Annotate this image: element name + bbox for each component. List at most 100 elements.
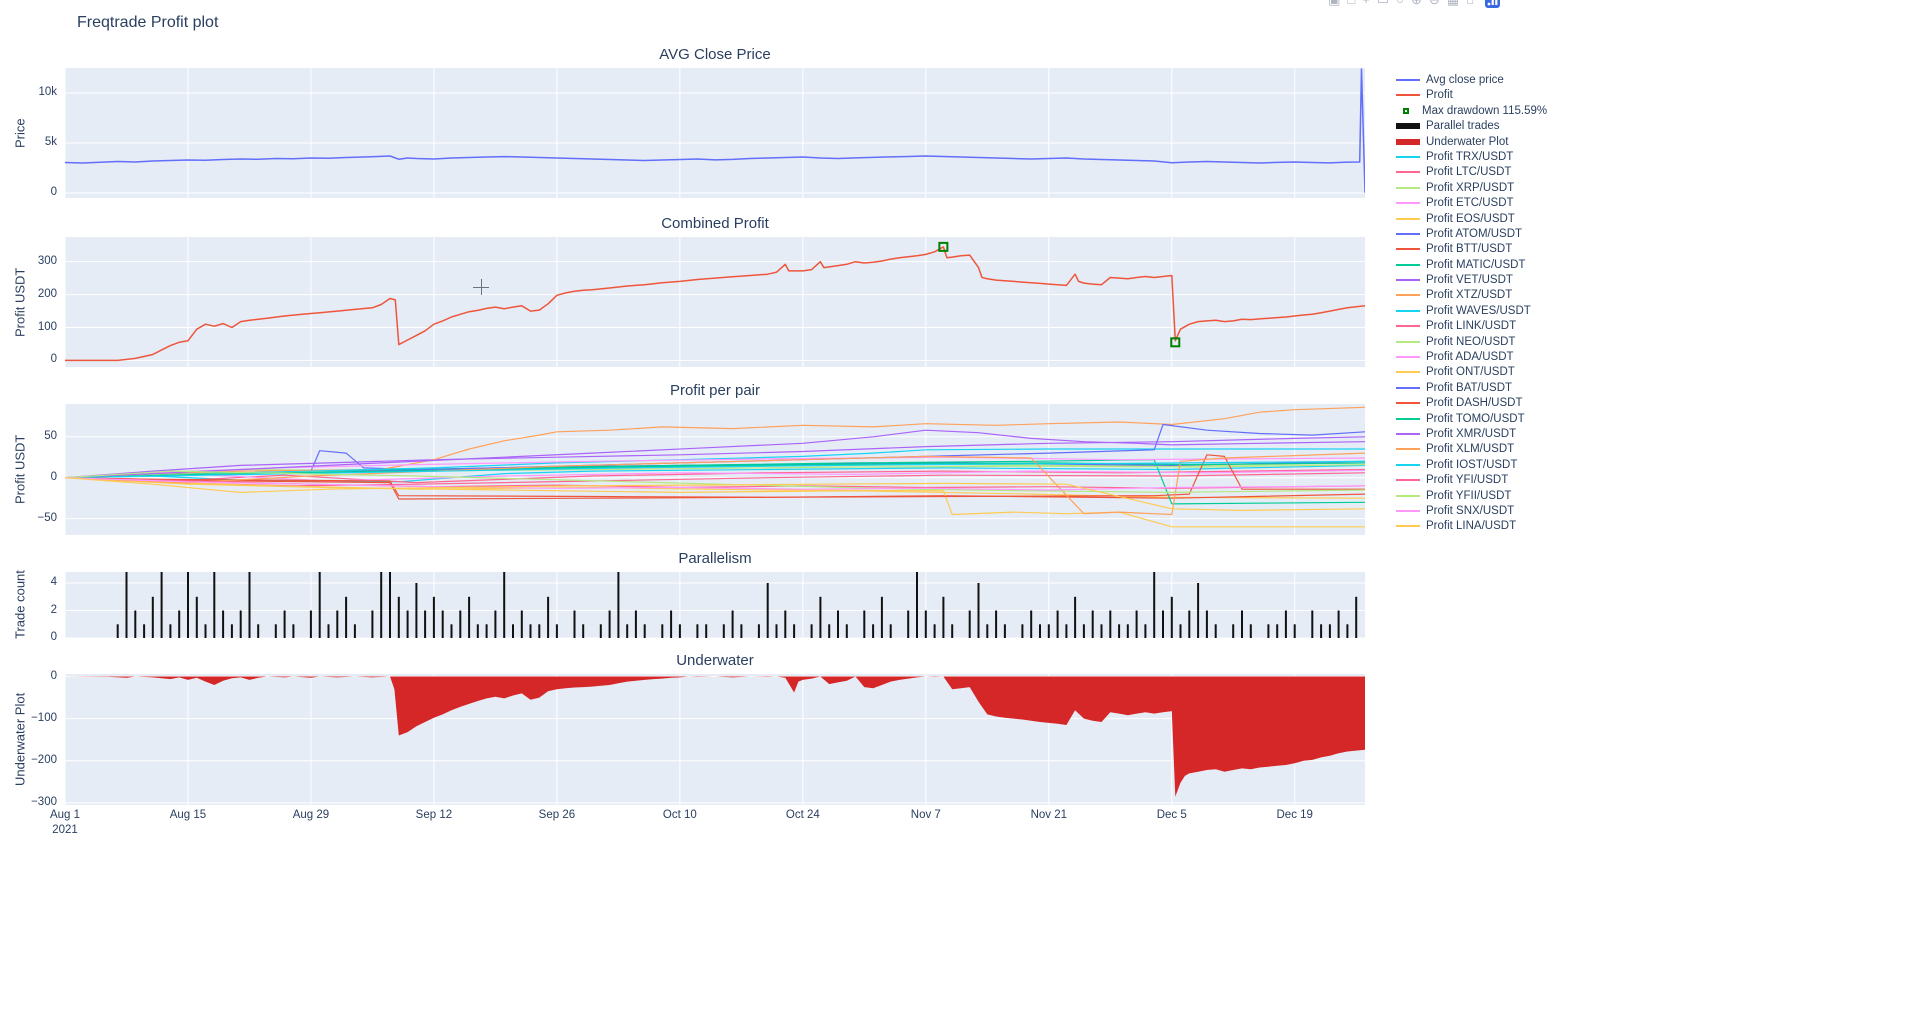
legend-item[interactable]: Profit XRP/USDT xyxy=(1396,182,1547,194)
x-tick-label: Aug 15 xyxy=(169,809,207,821)
legend-label: Underwater Plot xyxy=(1426,135,1509,148)
y-tick-label: 0 xyxy=(50,186,57,198)
zoom-out-icon[interactable]: ⊖ xyxy=(1429,0,1440,9)
legend-line-swatch-icon xyxy=(1396,217,1420,220)
zoom-icon[interactable]: □ xyxy=(1347,0,1355,9)
autoscale-icon[interactable]: ▦ xyxy=(1447,0,1459,9)
box-select-icon[interactable]: ▭ xyxy=(1377,0,1389,9)
zoom-in-icon[interactable]: ⊕ xyxy=(1411,0,1422,9)
legend-label: Profit VET/USDT xyxy=(1426,274,1513,287)
y-tick-label: −300 xyxy=(31,795,57,808)
legend-line-swatch-icon xyxy=(1396,417,1420,420)
y-tick-label: 10k xyxy=(38,86,57,98)
legend-item[interactable]: Underwater Plot xyxy=(1396,136,1547,148)
legend-line-swatch-icon xyxy=(1396,371,1420,374)
legend-label: Profit YFII/USDT xyxy=(1426,489,1512,502)
plotly-modebar: ▣ □ + ▭ ○ ⊕ ⊖ ▦ ⌂ xyxy=(1328,0,1500,9)
legend-label: Profit MATIC/USDT xyxy=(1426,258,1526,271)
legend-item[interactable]: Profit WAVES/USDT xyxy=(1396,305,1547,317)
combined-profit-plot[interactable] xyxy=(65,237,1365,367)
legend-line-swatch-icon xyxy=(1396,386,1420,389)
legend-item[interactable]: Parallel trades xyxy=(1396,120,1547,132)
legend-line-swatch-icon xyxy=(1396,248,1420,251)
legend-item[interactable]: Profit TRX/USDT xyxy=(1396,151,1547,163)
figure-title: Freqtrade Profit plot xyxy=(77,14,219,31)
y-tick-label: 300 xyxy=(37,254,57,267)
legend-line-swatch-icon xyxy=(1396,171,1420,174)
legend-label: Profit NEO/USDT xyxy=(1426,335,1516,348)
legend-item[interactable]: Profit ONT/USDT xyxy=(1396,366,1547,378)
subplot-title-combined-profit: Combined Profit xyxy=(661,215,769,232)
legend-line-swatch-icon xyxy=(1396,94,1420,97)
subplot-title-profit-per-pair: Profit per pair xyxy=(669,382,761,399)
legend-item[interactable]: Profit YFII/USDT xyxy=(1396,490,1547,502)
legend-item[interactable]: Profit TOMO/USDT xyxy=(1396,413,1547,425)
plotly-logo-icon[interactable] xyxy=(1485,0,1500,8)
legend-item[interactable]: Profit IOST/USDT xyxy=(1396,459,1547,471)
legend-line-swatch-icon xyxy=(1396,123,1420,130)
parallelism-plot[interactable] xyxy=(65,572,1365,638)
legend-line-swatch-icon xyxy=(1396,463,1420,466)
legend-label: Profit ADA/USDT xyxy=(1426,351,1514,364)
legend-item[interactable]: Profit LINK/USDT xyxy=(1396,320,1547,332)
legend-item[interactable]: Avg close price xyxy=(1396,74,1547,86)
legend-item[interactable]: Profit ADA/USDT xyxy=(1396,351,1547,363)
legend-line-swatch-icon xyxy=(1396,309,1420,312)
legend-label: Profit ONT/USDT xyxy=(1426,366,1515,379)
legend-square-marker-icon xyxy=(1403,107,1409,114)
legend-line-swatch-icon xyxy=(1396,479,1420,482)
pan-icon[interactable]: + xyxy=(1362,0,1370,9)
legend-item[interactable]: Profit BAT/USDT xyxy=(1396,382,1547,394)
legend-item[interactable]: Profit XMR/USDT xyxy=(1396,428,1547,440)
legend-label: Profit XRP/USDT xyxy=(1426,181,1515,194)
legend-label: Max drawdown 115.59% xyxy=(1422,104,1548,117)
legend-line-swatch-icon xyxy=(1396,509,1420,512)
legend-label: Avg close price xyxy=(1426,74,1504,86)
legend-label: Profit TRX/USDT xyxy=(1426,150,1514,163)
subplot-title-avg-close-price: AVG Close Price xyxy=(659,46,771,63)
legend-line-swatch-icon xyxy=(1396,356,1420,359)
legend-label: Profit XLM/USDT xyxy=(1426,443,1515,456)
x-tick-label: Oct 24 xyxy=(785,809,820,821)
legend-label: Profit EOS/USDT xyxy=(1426,212,1515,225)
subplot-title-parallelism: Parallelism xyxy=(678,550,752,567)
legend-line-swatch-icon xyxy=(1396,186,1420,189)
legend-label: Profit IOST/USDT xyxy=(1426,458,1518,471)
x-tick-label: Dec 19 xyxy=(1276,809,1313,821)
legend-label: Profit xyxy=(1426,89,1453,102)
legend-label: Profit LTC/USDT xyxy=(1426,166,1512,179)
legend-item[interactable]: Profit DASH/USDT xyxy=(1396,397,1547,409)
y-tick-label: 0 xyxy=(50,353,57,366)
legend-item[interactable]: Profit XLM/USDT xyxy=(1396,443,1547,455)
underwater-plot[interactable] xyxy=(65,674,1365,805)
legend-item[interactable]: Profit NEO/USDT xyxy=(1396,336,1547,348)
legend-line-swatch-icon xyxy=(1396,263,1420,266)
x-tick-label: Sep 12 xyxy=(415,809,453,821)
legend-item[interactable]: Profit BTT/USDT xyxy=(1396,243,1547,255)
reset-axes-icon[interactable]: ⌂ xyxy=(1466,0,1474,9)
legend-label: Profit DASH/USDT xyxy=(1426,397,1523,410)
legend-item[interactable]: Profit EOS/USDT xyxy=(1396,213,1547,225)
legend-item[interactable]: Profit XTZ/USDT xyxy=(1396,289,1547,301)
legend-line-swatch-icon xyxy=(1396,155,1420,158)
camera-icon[interactable]: ▣ xyxy=(1328,0,1340,9)
legend-item[interactable]: Profit LTC/USDT xyxy=(1396,166,1547,178)
legend-label: Profit SNX/USDT xyxy=(1426,504,1515,517)
legend-item[interactable]: Max drawdown 115.59% xyxy=(1396,105,1547,117)
legend-item[interactable]: Profit ATOM/USDT xyxy=(1396,228,1547,240)
profit-per-pair-plot[interactable] xyxy=(65,404,1365,535)
legend-item[interactable]: Profit VET/USDT xyxy=(1396,274,1547,286)
legend-item[interactable]: Profit SNX/USDT xyxy=(1396,505,1547,517)
legend-item[interactable]: Profit MATIC/USDT xyxy=(1396,259,1547,271)
legend-item[interactable]: Profit xyxy=(1396,89,1547,101)
legend-label: Profit TOMO/USDT xyxy=(1426,412,1525,425)
y-axis-title-underwater-plot: Underwater Plot xyxy=(12,692,28,787)
legend-item[interactable]: Profit ETC/USDT xyxy=(1396,197,1547,209)
avg-close-price-plot[interactable] xyxy=(65,68,1365,198)
legend-item[interactable]: Profit YFI/USDT xyxy=(1396,474,1547,486)
x-tick-label: Nov 21 xyxy=(1030,809,1067,821)
legend-line-swatch-icon xyxy=(1396,325,1420,328)
lasso-select-icon[interactable]: ○ xyxy=(1396,0,1404,9)
legend-line-swatch-icon xyxy=(1396,79,1420,81)
legend-item[interactable]: Profit LINA/USDT xyxy=(1396,520,1547,532)
